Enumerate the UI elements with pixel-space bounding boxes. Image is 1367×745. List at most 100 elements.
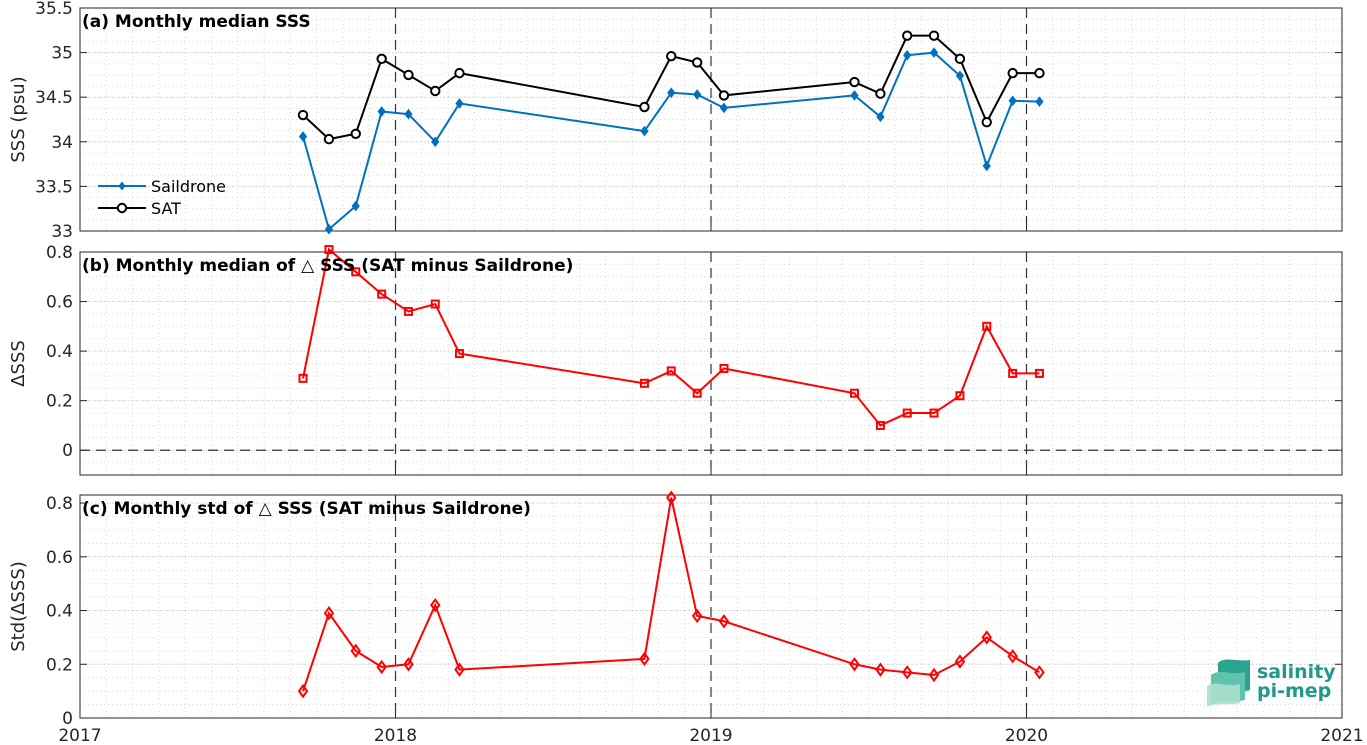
panel-2: 0 0.2 0.4 0.6 0.8 2017 2018 2019 2020 2021 Std(ΔSS… [8,490,1364,745]
data-point [954,53,966,65]
x-tick-label: 2017 [58,726,101,745]
logo-line1: salinity [1257,661,1336,683]
series-sat [297,30,1045,145]
data-point [955,70,965,82]
y-tick-label: 0.8 [46,494,73,514]
series-line [302,247,1040,427]
data-point [1034,67,1045,79]
data-point [666,366,676,376]
data-point [849,76,860,88]
data-point [403,657,414,672]
legend-label: Saildrone [151,177,226,196]
data-point [981,116,992,128]
data-point [981,630,992,645]
data-point [850,90,859,101]
data-point [430,299,440,309]
data-point [1035,96,1044,107]
legend-marker [116,202,128,214]
y-axis-label: ΔSSS [8,340,29,387]
x-tick-label: 2019 [689,726,732,745]
axes-frame [79,7,1343,232]
y-tick-label: 0.4 [46,342,73,362]
data-point [403,306,413,316]
data-point [875,662,886,677]
data-point [876,111,885,123]
data-point [323,606,335,621]
data-point [1034,665,1045,680]
y-tick-label: 33.5 [35,177,73,197]
legend-label: SAT [151,199,181,218]
data-point [667,87,676,99]
y-tick-label: 0.2 [46,392,73,412]
data-point [928,30,940,41]
data-point [875,88,886,99]
data-point [902,30,913,41]
y-tick-label: 0.2 [46,655,73,675]
axes-frame [79,251,1343,476]
data-point [430,85,441,97]
data-point [297,683,309,699]
data-point [404,108,413,120]
x-tick-label: 2021 [1320,726,1363,745]
data-point [454,349,464,359]
data-point [351,267,361,277]
data-point [928,667,940,683]
series-line [302,497,1040,692]
data-point [691,608,703,624]
data-point [849,388,859,398]
data-point [351,200,360,212]
data-point [982,321,992,331]
y-tick-label: 35.5 [35,0,73,19]
data-point [377,289,387,299]
y-tick-label: 0 [62,441,73,461]
data-point [350,643,361,659]
data-point [1034,368,1044,378]
data-point [1007,649,1018,664]
data-point [902,408,912,418]
data-point [693,89,702,100]
y-tick-label: 34 [51,133,73,153]
data-point [719,363,729,373]
logo-line2: pi-mep [1257,680,1331,702]
data-point [982,160,991,172]
data-point [691,57,703,68]
data-point [718,90,730,101]
data-point [298,131,308,142]
panel-0: 33 33.5 34 34.5 35 35.5 SSS (psu) (a) Monthly m… [8,0,1343,242]
y-tick-label: 35 [51,44,73,64]
x-tick-label: 2020 [1005,726,1048,745]
data-point [454,662,465,677]
data-point [298,373,308,383]
legend-marker [118,181,126,191]
panel-title: (b) Monthly median of △ SSS (SAT minus S… [82,256,573,276]
legend: Saildrone SAT [98,177,226,218]
data-point [666,490,677,505]
series-delta [297,490,1045,699]
panel-title: (a) Monthly median SSS [82,12,311,32]
data-point [639,101,650,113]
y-axis-label: SSS (psu) [8,76,29,162]
data-point [903,49,912,61]
data-point [1008,95,1017,107]
data-point [929,47,939,58]
data-point [350,128,361,139]
panel-1: 0 0.2 0.4 0.6 0.8 ΔSSS (b) Monthly median of △… [8,243,1343,476]
data-point [640,125,649,137]
data-point [297,109,309,121]
data-point [455,98,464,109]
series-delta [298,245,1044,430]
data-point [639,651,650,667]
data-point [1007,67,1018,79]
y-tick-label: 0 [62,709,73,729]
data-point [324,245,334,255]
y-tick-label: 0.8 [46,243,73,263]
salinity-pi-mep-logo: salinity pi-mep [1207,659,1336,707]
x-tick-label: 2018 [374,726,417,745]
data-point [403,69,414,81]
y-tick-label: 33 [51,222,73,242]
data-point [430,597,441,613]
data-point [875,420,885,430]
data-point [1008,368,1018,378]
y-tick-label: 0.6 [46,293,73,313]
data-point [323,133,335,145]
